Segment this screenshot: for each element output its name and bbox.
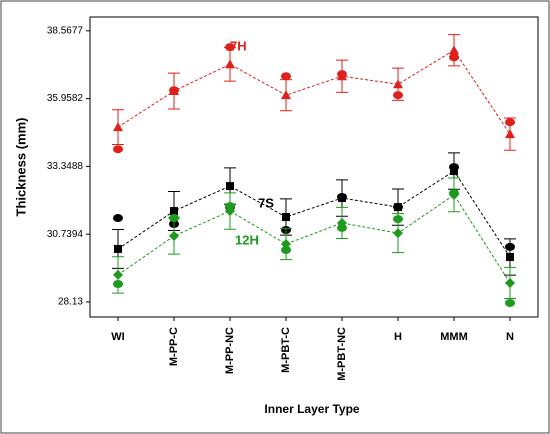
mean-marker — [449, 189, 459, 200]
mean-marker — [114, 244, 122, 253]
mean-marker — [170, 207, 178, 216]
data-point — [113, 145, 123, 154]
mean-marker — [282, 213, 290, 221]
mean-marker — [113, 122, 123, 132]
x-tick-label: M-PBT-C — [280, 327, 292, 373]
y-tick-label: 30.7394 — [47, 229, 84, 240]
data-point — [169, 214, 179, 223]
data-point — [505, 118, 515, 127]
data-point — [393, 215, 403, 224]
mean-marker — [449, 45, 459, 55]
mean-marker — [281, 90, 291, 100]
data-point — [281, 245, 291, 254]
x-tick-label: M-PP-C — [168, 327, 180, 366]
series-label: 12H — [235, 232, 259, 247]
y-tick-label: 33.3488 — [47, 161, 84, 172]
mean-marker — [393, 79, 403, 89]
x-tick-label: M-PBT-NC — [336, 327, 348, 381]
y-axis-label: Thickness (mm) — [13, 118, 28, 217]
mean-marker — [225, 59, 235, 69]
x-tick-label: WI — [111, 331, 124, 343]
data-point — [113, 214, 123, 223]
x-tick-label: H — [394, 331, 402, 343]
data-point — [393, 91, 403, 100]
y-tick-label: 28.13 — [58, 297, 83, 308]
mean-marker — [505, 277, 515, 288]
data-point — [225, 43, 235, 52]
y-tick-label: 35.9582 — [47, 93, 84, 104]
data-point — [505, 242, 515, 251]
series-label: 7H — [230, 39, 247, 54]
mean-marker — [394, 203, 402, 212]
data-point — [281, 72, 291, 81]
mean-marker — [450, 167, 458, 176]
mean-line — [117, 49, 511, 135]
mean-marker — [169, 230, 179, 241]
plot-area — [89, 16, 539, 318]
data-point — [505, 298, 515, 307]
data-point — [113, 280, 123, 289]
mean-marker — [393, 228, 403, 239]
mean-marker — [226, 182, 234, 191]
mean-marker — [506, 253, 514, 261]
series-label: 7S — [258, 196, 274, 211]
x-tick-label: N — [506, 331, 514, 343]
mean-marker — [281, 239, 291, 250]
mean-marker — [337, 71, 347, 81]
mean-line — [117, 194, 511, 284]
y-tick-label: 38.5677 — [47, 25, 84, 36]
mean-marker — [337, 217, 347, 228]
mean-marker — [338, 194, 346, 203]
data-point — [449, 53, 459, 62]
mean-marker — [169, 86, 179, 96]
x-tick-label: M-PP-NC — [224, 327, 236, 374]
mean-marker — [113, 269, 123, 280]
mean-marker — [505, 129, 515, 139]
x-tick-label: MMM — [440, 331, 468, 343]
mean-marker — [225, 206, 235, 217]
x-axis-label: Inner Layer Type — [264, 402, 359, 416]
mean-line — [117, 170, 511, 258]
